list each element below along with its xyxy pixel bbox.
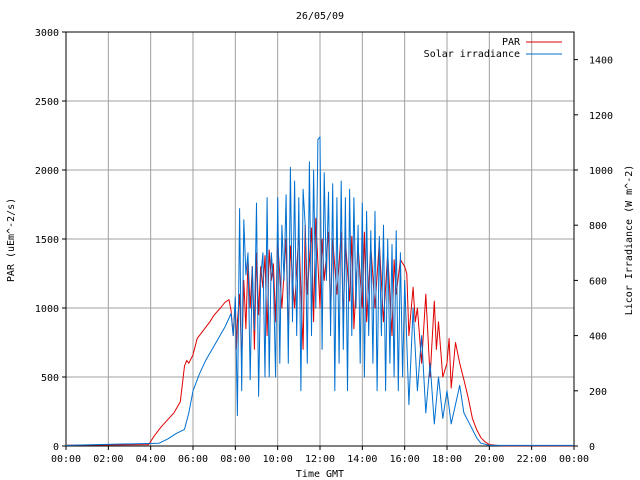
- x-tick-label: 18:00: [432, 454, 462, 465]
- x-tick-label: 16:00: [390, 454, 420, 465]
- y-axis-label-right: Licor Irradiance (W m^-2): [624, 165, 635, 316]
- y-tick-label-left: 1000: [35, 304, 59, 315]
- y-tick-label-left: 2500: [35, 97, 59, 108]
- series-layer: [65, 136, 574, 447]
- y-tick-label-right: 800: [589, 221, 607, 232]
- y-tick-label-right: 0: [589, 442, 595, 453]
- x-tick-label: 00:00: [51, 454, 81, 465]
- tick-layer: 00:00 02:00 04:00 06:00 08:00 10:00 12:00 14:00…: [35, 28, 613, 465]
- x-tick-label: 06:00: [178, 454, 208, 465]
- y-tick-label-right: 1000: [589, 166, 613, 177]
- y-tick-label-right: 1400: [589, 56, 613, 67]
- y-tick-label-right: 200: [589, 387, 607, 398]
- y-tick-label-left: 500: [41, 373, 59, 384]
- series-line-solar-irradiance: [65, 136, 574, 446]
- y-tick-label-left: 2000: [35, 166, 59, 177]
- x-tick-label: 04:00: [136, 454, 166, 465]
- legend: PAR Solar irradiance: [424, 37, 562, 60]
- x-tick-label: 02:00: [93, 454, 123, 465]
- x-tick-label: 14:00: [347, 454, 377, 465]
- series-line-par: [65, 217, 574, 447]
- x-tick-label: 00:00: [559, 454, 589, 465]
- chart-title: 26/05/09: [296, 11, 344, 22]
- y-tick-label-right: 600: [589, 276, 607, 287]
- x-tick-label: 10:00: [263, 454, 293, 465]
- y-tick-label-right: 400: [589, 332, 607, 343]
- x-axis-label: Time GMT: [296, 469, 344, 480]
- y-tick-label-left: 3000: [35, 28, 59, 39]
- y-tick-label-left: 0: [53, 442, 59, 453]
- y-tick-label-right: 1200: [589, 111, 613, 122]
- x-tick-label: 20:00: [474, 454, 504, 465]
- legend-label-solar-irradiance: Solar irradiance: [424, 49, 520, 60]
- y-axis-label-left: PAR (uEm^-2/s): [6, 198, 17, 282]
- y-tick-label-left: 1500: [35, 235, 59, 246]
- x-tick-label: 12:00: [305, 454, 335, 465]
- x-tick-label: 22:00: [517, 454, 547, 465]
- x-tick-label: 08:00: [220, 454, 250, 465]
- legend-label-par: PAR: [502, 37, 521, 48]
